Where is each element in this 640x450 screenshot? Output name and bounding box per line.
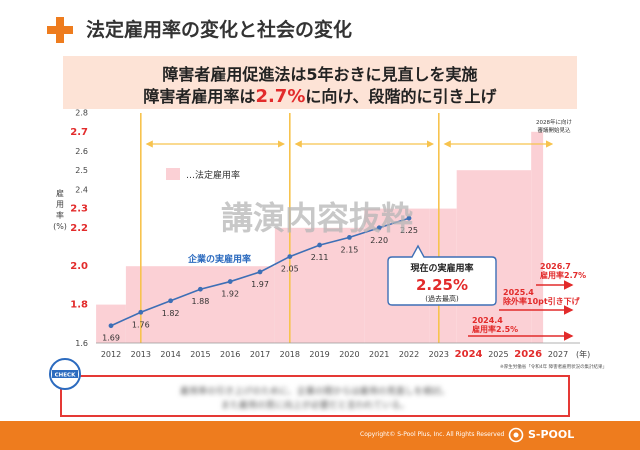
page-title: 法定雇用率の変化と社会の変化 <box>86 19 353 41</box>
data-point <box>347 235 352 240</box>
summary-line-2: また雇用の質に向上が必要だと言われている。 <box>220 401 410 411</box>
annotation-2026: 2026.7 雇用率2.7% <box>536 262 586 290</box>
check-icon: CHECK <box>49 358 81 390</box>
y-tick-label: 2.2 <box>70 223 88 234</box>
data-label: 2.25 <box>400 226 418 235</box>
headline-highlight: 2.7% <box>255 86 306 107</box>
callout-title: 現在の実雇用率 <box>410 262 473 274</box>
data-point <box>108 323 114 329</box>
legend-label: …法定雇用率 <box>186 169 240 181</box>
data-point <box>287 254 293 259</box>
data-label: 2.20 <box>370 236 388 245</box>
legal-rate-step <box>531 131 544 343</box>
data-label: 1.82 <box>162 309 180 318</box>
data-label: 1.69 <box>102 334 120 343</box>
x-ticks: 2012 2013 2014 2015 2016 2017 2018 2019 2020 2021… <box>101 349 568 360</box>
annotation-date: 2024.4 <box>472 316 503 325</box>
corner-note-line-2: 審議開始見込 <box>537 126 571 134</box>
y-tick-label: 2.0 <box>70 261 88 272</box>
series-line: 1.69 1.76 1.82 1.88 1.92 1.97 2.05 2.11 2.15 2.20… <box>102 215 418 343</box>
data-label: 2.11 <box>311 253 329 262</box>
data-label: 1.88 <box>191 297 209 306</box>
y-tick-label: 2.3 <box>70 204 88 215</box>
y-tick-label: 2.6 <box>75 147 88 156</box>
annotation-date: 2026.7 <box>540 262 571 271</box>
y-tick-label: 2.7 <box>70 127 88 138</box>
data-label: 2.15 <box>340 245 358 254</box>
y-tick-label: 2.5 <box>75 166 88 175</box>
callout-value: 2.25% <box>416 276 468 294</box>
annotation-text: 除外率10pt引き下げ <box>503 296 581 306</box>
plus-icon <box>47 17 73 43</box>
logo-icon <box>508 427 524 443</box>
watermark: 講演内容抜粋 <box>221 199 413 237</box>
data-label: 1.76 <box>132 320 150 329</box>
headline-line-2-pre: 障害者雇用率は <box>143 87 256 106</box>
summary-box: 雇用率の引き上げのために、企業の間からは雇用の見直しを検討。 また雇用の質に向上… <box>60 375 570 417</box>
x-tick-label: 2020 <box>339 350 359 359</box>
x-tick-label: 2023 <box>429 350 449 359</box>
data-point <box>198 286 203 292</box>
x-tick-label: 2018 <box>280 350 300 359</box>
callout-note: (過去最高) <box>425 294 459 303</box>
x-tick-label: 2027 <box>548 350 568 359</box>
y-tick-label: 2.8 <box>75 109 88 118</box>
annotation-date: 2025.4 <box>503 288 534 297</box>
x-tick-label: 2014 <box>160 350 180 359</box>
x-axis-unit: (年) <box>576 349 590 359</box>
y-tick-label: 1.8 <box>70 300 88 311</box>
headline-banner: 障害者雇用促進法は5年おきに見直しを実施 障害者雇用率は2.7%に向け、段階的に… <box>63 56 577 109</box>
data-point <box>257 269 263 275</box>
y-ticks: 1.6 1.8 2.0 2.2 2.3 2.4 2.5 2.6 2.7 2.8 <box>70 109 88 348</box>
annotation-2024: 2024.4 雇用率2.5% <box>468 316 574 341</box>
y-tick-label: 2.4 <box>75 185 88 194</box>
x-tick-label: 2022 <box>399 350 419 359</box>
annotation-text: 雇用率2.7% <box>539 270 586 280</box>
footer-copyright: Copyright© S-Pool Plus, Inc. All Rights … <box>360 431 505 438</box>
annotation-text: 雇用率2.5% <box>471 324 518 334</box>
data-point <box>406 215 412 221</box>
footer: Copyright© S-Pool Plus, Inc. All Rights … <box>0 421 640 450</box>
data-point <box>376 225 382 231</box>
annotation-2025: 2025.4 除外率10pt引き下げ <box>499 288 581 315</box>
summary-line-1: 雇用率の引き上げのために、企業の間からは雇用の見直しを検討。 <box>180 387 450 397</box>
x-tick-label: 2013 <box>131 350 151 359</box>
footer-logo: S-POOL <box>528 428 575 441</box>
data-label: 1.97 <box>251 280 269 289</box>
headline-line-2: 障害者雇用率は2.7%に向け、段階的に引き上げ <box>63 83 577 107</box>
x-tick-label: 2025 <box>488 350 508 359</box>
headline-line-2-post: に向け、段階的に引き上げ <box>305 87 497 106</box>
x-tick-label: 2012 <box>101 350 121 359</box>
x-tick-label: 2015 <box>190 350 210 359</box>
corner-note-line-1: 2028年に向け <box>536 118 572 126</box>
data-point <box>227 279 233 284</box>
headline-line-1: 障害者雇用促進法は5年おきに見直しを実施 <box>162 65 478 84</box>
x-tick-label: 2024 <box>455 349 483 360</box>
data-label: 2.05 <box>281 265 299 274</box>
current-rate-callout: 現在の実雇用率 2.25% (過去最高) <box>387 244 497 306</box>
data-point <box>168 298 174 304</box>
y-axis-label: 雇用率(%) <box>53 188 67 231</box>
x-tick-label: 2021 <box>369 350 389 359</box>
x-tick-label: 2017 <box>250 350 270 359</box>
data-label: 1.92 <box>221 290 239 299</box>
x-tick-label: 2019 <box>309 350 329 359</box>
data-point <box>138 309 144 315</box>
legend-swatch <box>166 168 180 180</box>
x-tick-label: 2026 <box>514 349 542 360</box>
data-point <box>317 242 322 248</box>
source-note: ※厚生労働省「令和4年 障害者雇用状況の集計結果」 <box>500 363 607 370</box>
legal-rate-step <box>125 266 275 343</box>
y-tick-label: 1.6 <box>75 339 88 348</box>
series-name: 企業の実雇用率 <box>187 253 251 265</box>
check-label: CHECK <box>55 373 76 379</box>
x-tick-label: 2016 <box>220 350 240 359</box>
